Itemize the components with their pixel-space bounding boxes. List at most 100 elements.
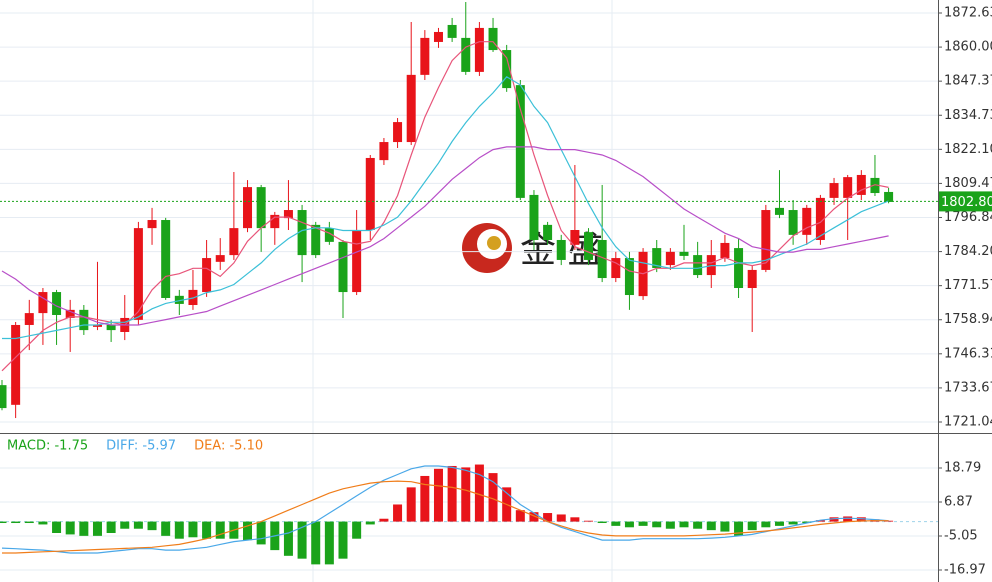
candle-body	[174, 295, 184, 304]
macd-bar	[856, 517, 866, 522]
candle-body	[652, 248, 662, 269]
macd-bar	[256, 521, 266, 545]
macd-bar	[556, 514, 566, 522]
y-tick-label: 1822.10	[944, 142, 992, 157]
macd-bar	[379, 518, 389, 522]
macd-bar	[570, 517, 580, 522]
macd-bar	[665, 521, 675, 529]
macd-bar	[829, 517, 839, 522]
macd-bar	[202, 521, 212, 539]
watermark-logo	[462, 223, 512, 273]
macd-bar	[365, 521, 375, 525]
candle-body	[379, 142, 389, 161]
candle-body	[461, 37, 471, 72]
candle-body	[133, 228, 143, 320]
macd-bar	[24, 521, 34, 524]
candle-body	[311, 224, 321, 256]
candle-body	[406, 74, 416, 143]
y-tick-label: 6.87	[944, 494, 973, 509]
macd-line	[2, 480, 889, 554]
moving-average	[1, 41, 889, 372]
logo-dot	[487, 236, 501, 250]
candle-body	[624, 258, 634, 296]
legend-entry: DIFF: -5.97	[106, 439, 176, 454]
macd-bar	[406, 487, 416, 522]
macd-bar	[433, 468, 443, 522]
candle-body	[788, 210, 798, 235]
candle-body	[324, 228, 334, 242]
candle-body	[256, 187, 266, 229]
candle-body	[570, 230, 580, 245]
macd-bar	[774, 521, 784, 526]
candle-body	[202, 258, 212, 293]
candle-body	[106, 324, 116, 331]
candle-body	[815, 197, 825, 240]
candle-body	[611, 258, 621, 279]
macd-bar	[11, 521, 21, 524]
macd-bar	[283, 521, 293, 556]
candle-body	[92, 324, 102, 327]
macd-bar	[652, 521, 662, 528]
candle-body	[283, 210, 293, 219]
candle-body	[52, 292, 62, 315]
macd-bar	[174, 521, 184, 539]
candle-body	[693, 255, 703, 276]
macd-bar	[720, 521, 730, 532]
candle-body	[243, 187, 253, 229]
y-tick-label: -5.05	[944, 528, 978, 543]
macd-bar	[584, 520, 594, 522]
macd-bar	[215, 521, 225, 539]
macd-bar	[311, 521, 321, 565]
candle-body	[297, 210, 307, 256]
candle-body	[829, 183, 839, 198]
candle-body	[529, 194, 539, 240]
candle-body	[884, 191, 894, 202]
candle-body	[597, 239, 607, 279]
macd-bar	[802, 521, 812, 524]
candle-body	[474, 27, 484, 72]
y-tick-label: 1834.73	[944, 108, 992, 123]
candle-body	[147, 220, 157, 229]
macd-bar	[529, 512, 539, 522]
macd-bar	[0, 521, 7, 524]
y-tick-label: 1721.04	[944, 414, 992, 429]
macd-bar	[788, 521, 798, 525]
candle-body	[38, 292, 48, 314]
y-tick-label: 1809.47	[944, 176, 992, 191]
y-tick-label: 1784.20	[944, 244, 992, 259]
candle-body	[502, 50, 512, 89]
macd-bar	[611, 521, 621, 526]
candle-body	[352, 230, 362, 293]
macd-line	[1, 465, 889, 554]
candle-body	[774, 207, 784, 215]
candle-body	[79, 309, 89, 331]
macd-bar	[474, 464, 484, 522]
candle-body	[0, 385, 7, 409]
y-tick-label: 1872.63	[944, 6, 992, 21]
y-tick-label: 1847.37	[944, 74, 992, 89]
moving-average	[1, 146, 889, 326]
macd-bar	[461, 467, 471, 522]
y-tick-label: -16.97	[944, 562, 986, 577]
macd-bar	[761, 521, 771, 528]
candle-body	[24, 313, 34, 325]
macd-bar	[815, 520, 825, 522]
candle-body	[734, 248, 744, 289]
legend-entry: MACD: -1.75	[7, 439, 88, 454]
candle-body	[365, 157, 375, 231]
macd-bar	[843, 516, 853, 522]
macd-bar	[161, 521, 171, 536]
candle-body	[65, 309, 75, 318]
moving-average	[2, 76, 889, 340]
candle-body	[229, 228, 239, 256]
candle-body	[543, 224, 553, 240]
macd-bar	[447, 465, 457, 522]
macd-bar	[706, 521, 716, 531]
candle-body	[393, 122, 403, 143]
candle-body	[420, 37, 430, 75]
candle-body	[584, 232, 594, 260]
candle-body	[161, 220, 171, 298]
candle-body	[802, 207, 812, 235]
macd-bar	[188, 521, 198, 538]
candle-body	[270, 214, 280, 229]
